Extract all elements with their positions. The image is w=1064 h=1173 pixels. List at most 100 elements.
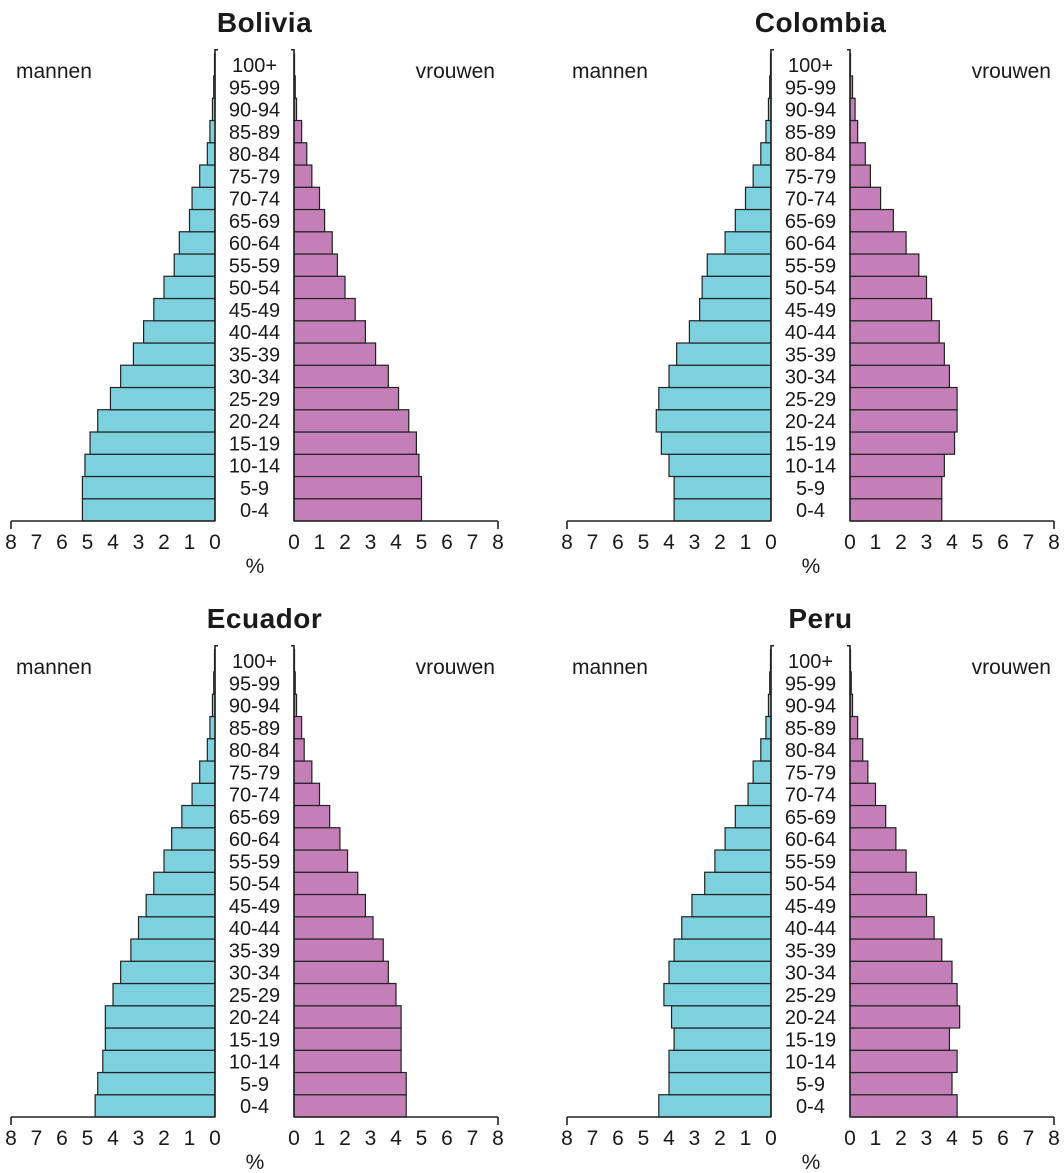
age-group-label: 60-64 [785,233,836,255]
x-tick-label: 6 [56,1127,68,1150]
age-group-label: 50-54 [229,278,280,300]
bar-male [714,849,772,873]
bar-female [293,1094,407,1118]
bar-male [153,297,216,322]
bar-male [747,782,772,807]
bar-male [706,253,772,277]
right-series-label: vrouwen [416,60,495,83]
pyramid-panel: Colombia mannen vrouwen 0-45-910-1415-1920-… [561,7,1060,578]
age-group-label: 25-29 [229,985,280,1007]
age-group-label: 90-94 [229,696,280,718]
bar-male [191,782,216,807]
bar-female [849,409,958,433]
age-group-label: 25-29 [229,389,280,411]
chart-title: Ecuador [207,603,323,634]
bar-male [109,386,216,411]
bar-female [293,1071,407,1096]
bar-female [849,498,943,522]
age-group-label: 60-64 [785,829,836,851]
x-tick-label: 2 [158,531,170,554]
age-group-label: 65-69 [785,807,836,829]
age-group-label: 0-4 [240,1096,269,1118]
bar-female [849,475,943,500]
bar-male [97,409,216,433]
x-tick-label: 7 [587,1127,599,1150]
bar-female [293,231,333,255]
bar-male [668,453,772,478]
age-group-label: 30-34 [785,367,836,389]
age-group-label: 75-79 [785,166,836,188]
bar-female [293,275,346,300]
bar-male [668,364,772,389]
bar-female [293,893,367,918]
bar-male [206,738,216,762]
pyramid-panel: Bolivia mannen vrouwen 0-45-910-1415-1920-2… [5,7,504,578]
x-tick-label: 3 [365,1127,377,1150]
bar-female [293,453,420,478]
left-series-label: mannen [16,656,92,679]
age-group-label: 65-69 [229,807,280,829]
age-group-label: 5-9 [796,478,825,500]
bar-female [849,715,859,740]
x-tick-label: 2 [158,1127,170,1150]
bar-female [293,804,331,829]
x-tick-label: 2 [895,1127,907,1150]
bar-female [293,916,374,940]
age-group-label: 95-99 [229,77,280,99]
bar-male [655,409,772,433]
x-tick-label: 7 [587,531,599,554]
x-tick-label: 6 [612,1127,624,1150]
right-axis-line [291,48,295,521]
bar-female [849,208,894,233]
bar-female [293,849,349,873]
age-group-label: 15-19 [229,1029,280,1051]
left-axis-line [770,644,774,1117]
age-group-label: 95-99 [785,77,836,99]
age-group-label: 75-79 [785,762,836,784]
age-group-label: 40-44 [785,918,836,940]
bar-male [104,1005,216,1029]
age-group-label: 85-89 [785,122,836,144]
bar-female [293,409,410,433]
age-group-label: 100+ [788,55,833,77]
bar-male [120,364,216,389]
age-group-label: 90-94 [785,696,836,718]
x-tick-label: 8 [1048,1127,1060,1150]
bar-female [849,916,935,940]
age-group-label: 15-19 [785,433,836,455]
bar-female [849,342,945,366]
x-tick-label: 6 [997,531,1009,554]
age-group-label: 35-39 [229,940,280,962]
x-tick-label: 7 [31,1127,43,1150]
age-group-label: 100+ [232,55,277,77]
bar-male [734,208,772,233]
age-group-label: 10-14 [229,456,280,478]
bar-male [102,1049,216,1074]
bar-male [199,164,216,188]
bar-male [673,498,772,522]
age-group-label: 50-54 [229,874,280,896]
unit-label: % [246,555,265,578]
bar-female [849,760,869,784]
x-tick-label: 2 [714,531,726,554]
x-tick-label: 8 [492,531,504,554]
age-group-label: 80-84 [785,144,836,166]
x-tick-label: 1 [184,531,196,554]
bar-female [293,431,418,455]
age-group-label: 0-4 [240,500,269,522]
bar-male [206,142,216,166]
x-tick-label: 5 [972,1127,984,1150]
x-tick-label: 3 [921,1127,933,1150]
age-group-label: 20-24 [229,411,280,433]
bar-female [849,386,958,411]
age-group-label: 10-14 [229,1052,280,1074]
x-tick-label: 5 [972,531,984,554]
bar-female [849,804,887,829]
age-group-label: 0-4 [796,500,825,522]
x-tick-label: 8 [5,531,17,554]
bar-male [178,231,216,255]
bar-male [81,475,216,500]
age-group-label: 25-29 [785,985,836,1007]
x-tick-label: 6 [441,531,453,554]
bar-male [724,827,772,851]
